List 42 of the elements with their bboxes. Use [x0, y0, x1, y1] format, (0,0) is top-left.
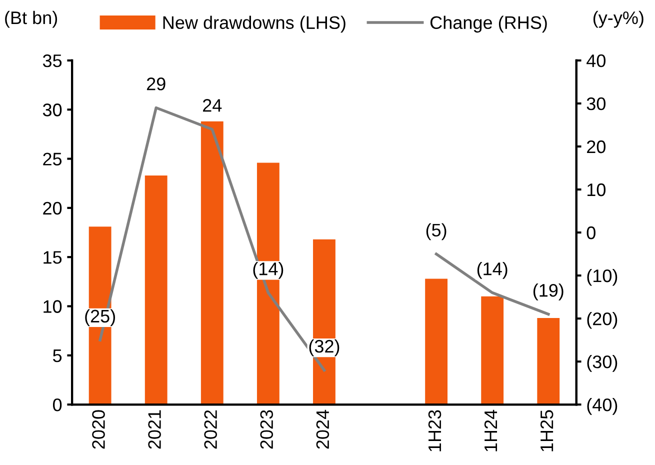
bar: [537, 318, 560, 405]
x-tick-label: 2021: [148, 410, 161, 449]
data-label: (32): [309, 339, 340, 356]
y-tick-label: 25: [43, 152, 62, 166]
y-tick-label: 35: [42, 54, 62, 68]
data-label: (25): [85, 309, 116, 326]
x-tick-label: 2024: [316, 410, 330, 449]
x-tick-label: 1H23: [428, 410, 442, 452]
y2-tick-label: (40): [587, 398, 618, 415]
bar: [144, 175, 168, 405]
x-tick-label: 2023: [260, 410, 274, 449]
data-label: (19): [533, 284, 564, 300]
x-tick-label: 1H25: [540, 410, 554, 452]
bar: [425, 278, 448, 405]
data-label: 24: [203, 99, 222, 112]
bar: [200, 121, 224, 405]
data-label: (14): [253, 262, 284, 279]
y-tick-label: 30: [42, 104, 62, 116]
y2-axis-title: (y-y%): [593, 10, 644, 28]
y2-tick-label: 40: [586, 54, 606, 68]
data-label: 29: [146, 78, 166, 90]
y-tick-label: 20: [43, 202, 62, 215]
y-tick-label: 0: [52, 398, 62, 412]
y2-tick-label: 10: [588, 183, 606, 196]
data-label: (14): [477, 262, 508, 279]
y-tick-label: 5: [53, 350, 62, 362]
x-tick-label: 2022: [204, 410, 217, 449]
y-tick-label: 10: [44, 300, 62, 313]
y2-tick-label: (10): [587, 268, 618, 286]
bar: [481, 296, 504, 405]
y2-tick-label: (20): [587, 312, 618, 329]
y2-tick-label: 20: [587, 140, 606, 154]
y2-tick-label: 30: [586, 97, 606, 110]
y2-tick-label: (30): [587, 354, 618, 372]
x-tick-label: 2020: [92, 410, 105, 449]
x-tick-label: 1H24: [484, 410, 498, 452]
legend-label: Change (RHS): [430, 16, 547, 33]
data-label: (5): [426, 223, 446, 240]
legend-label: New drawdowns (LHS): [163, 16, 346, 33]
y-axis-title: (Bt bn): [5, 10, 58, 28]
y2-tick-label: 0: [586, 226, 596, 240]
y-tick-label: 15: [44, 251, 62, 264]
